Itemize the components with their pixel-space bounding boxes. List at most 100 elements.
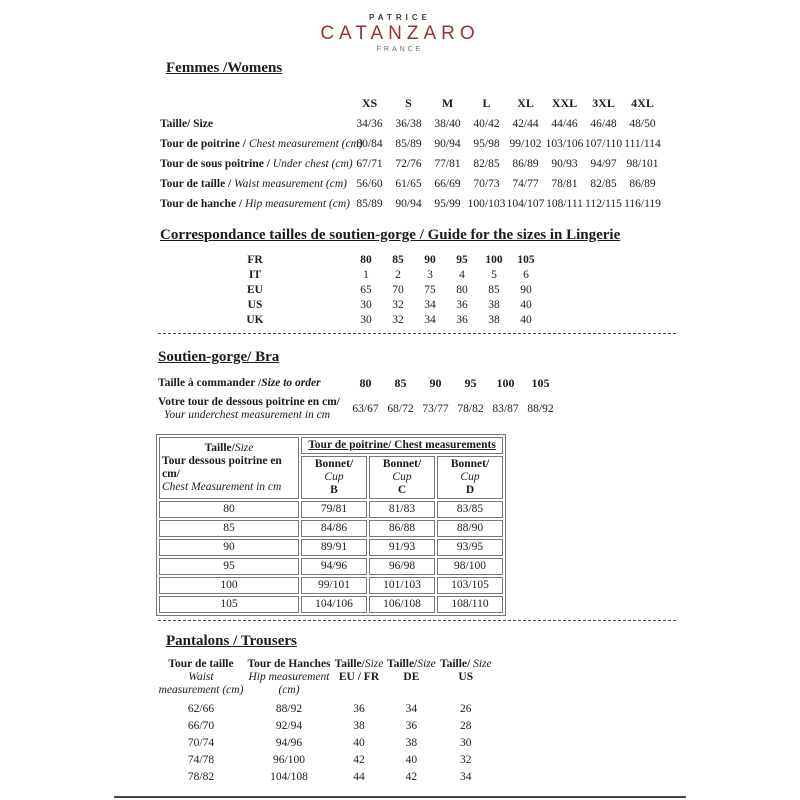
cell: 40 [520,298,532,311]
cell: 88/90 [437,520,503,537]
trousers-section-heading: Pantalons / Trousers [166,633,297,649]
cell: 36 [456,298,468,311]
cell: 95 [456,253,468,266]
cell: 79/81 [301,501,367,518]
size-cell: 90 [159,539,299,556]
cell: 30 [360,298,372,311]
cell: 83/87 [492,403,519,415]
row-label: Tour de taille / Waist measurement (cm) [160,178,347,190]
corner-header-cell: Taille/Size Tour dessous poitrine en cm/… [159,437,299,499]
brand-logo-top-text: PATRICE [369,13,431,22]
cup-header-cell: Bonnet/ Cup B [301,456,367,499]
cell: 94/96 [275,736,303,749]
size-header-cell: M [441,95,454,110]
cell: 42 [405,770,418,783]
cell: 104/107 [506,198,545,210]
cell: 90 [520,283,532,296]
cell: 74/78 [187,753,215,766]
row-label: EU [247,283,263,296]
cell: 32 [392,298,404,311]
size-cell: 100 [159,577,299,594]
table-row: 105 104/106 106/108 108/110 [159,596,503,613]
cell: 42/44 [512,118,539,130]
cell: 107/110 [584,138,623,150]
size-cell: 85 [159,520,299,537]
size-header-cell: L [482,95,491,110]
cell: 91/93 [369,539,435,556]
trousers-size-table: Tour de taille Waist measurement (cm) To… [155,658,496,785]
dashed-separator [158,333,676,334]
cell: 100 [485,253,503,266]
cell: 70/74 [187,736,215,749]
cell: 94/97 [590,158,617,170]
cell: 34 [405,702,418,715]
brand-logo: PATRICE CATANZARO FRANCE [0,0,800,53]
cell: 108/111 [546,198,583,210]
cell: 101/103 [369,577,435,594]
cup-size-table: Taille/Size Tour dessous poitrine en cm/… [156,434,506,616]
table-row: Tour de poitrine / Chest measurement (cm… [160,134,662,154]
size-cell: 105 [159,596,299,613]
cell: 63/67 [352,403,379,415]
cell: 38 [488,298,500,311]
cell: 95 [464,375,477,390]
cell: 105 [531,375,550,390]
cell: 38 [353,719,365,732]
cell: 4 [459,268,465,281]
cell: 44/46 [551,118,578,130]
cell: 36 [405,719,418,732]
cell: 86/89 [512,158,539,170]
cup-header-cell: Bonnet/ Cup D [437,456,503,499]
size-header-cell: XXL [551,95,578,110]
lingerie-size-table: FR 80 85 90 95 100 105 IT 1 2 3 4 5 6 EU… [160,252,542,327]
womens-size-table: XS S M L XL XXL 3XL 4XL Taille/ Size 34/36 36/3… [160,92,662,214]
cell: 95/99 [434,198,461,210]
table-row: Tour de hanche / Hip measurement (cm) 85… [160,194,662,214]
cell: 42 [353,753,365,766]
cell: 90/93 [551,158,578,170]
us-column-header: Taille/ Size US [439,658,492,683]
cell: 105 [517,253,535,266]
cell: 88/92 [527,403,554,415]
cell: 40 [405,753,418,766]
table-row: Taille/ Size 34/36 36/38 38/40 40/42 42/… [160,114,662,134]
cell: 92/94 [275,719,303,732]
size-header-cell: S [405,95,412,110]
row-label: US [247,298,263,311]
row-label: FR [247,253,263,266]
cell: 95/98 [473,138,500,150]
cell: 38 [488,313,500,326]
cell: 28 [460,719,472,732]
cell: 34 [460,770,472,783]
cell: 96/98 [369,558,435,575]
table-row: 74/78 96/100 42 40 32 [155,751,496,768]
brand-logo-main-text: CATANZARO [320,23,480,44]
brand-logo-country-text: FRANCE [376,46,424,53]
cell: 32 [392,313,404,326]
lingerie-guide-heading: Correspondance tailles de soutien-gorge … [160,227,621,243]
cell: 94/96 [301,558,367,575]
chest-measurements-header-cell: Tour de poitrine/ Chest measurements [301,437,503,454]
cell: 99/101 [301,577,367,594]
cell: 98/101 [626,158,659,170]
cell: 90 [429,375,442,390]
cell: 78/82 [457,403,484,415]
cell: 62/66 [187,702,215,715]
cell: 61/65 [395,178,422,190]
cell: 70 [392,283,404,296]
table-row: FR 80 85 90 95 100 105 [160,252,542,267]
cell: 36 [456,313,468,326]
size-cell: 95 [159,558,299,575]
cell: 100/103 [467,198,506,210]
cell: 85/89 [356,198,383,210]
cell: 103/105 [437,577,503,594]
cell: 96/100 [273,753,305,766]
cell: 100 [496,375,515,390]
cell: 30 [460,736,472,749]
cell: 46/48 [590,118,617,130]
cell: 116/119 [624,198,661,210]
cell: 3 [427,268,433,281]
cell: 34/36 [356,118,383,130]
cell: 86/88 [369,520,435,537]
cell: 70/73 [473,178,500,190]
